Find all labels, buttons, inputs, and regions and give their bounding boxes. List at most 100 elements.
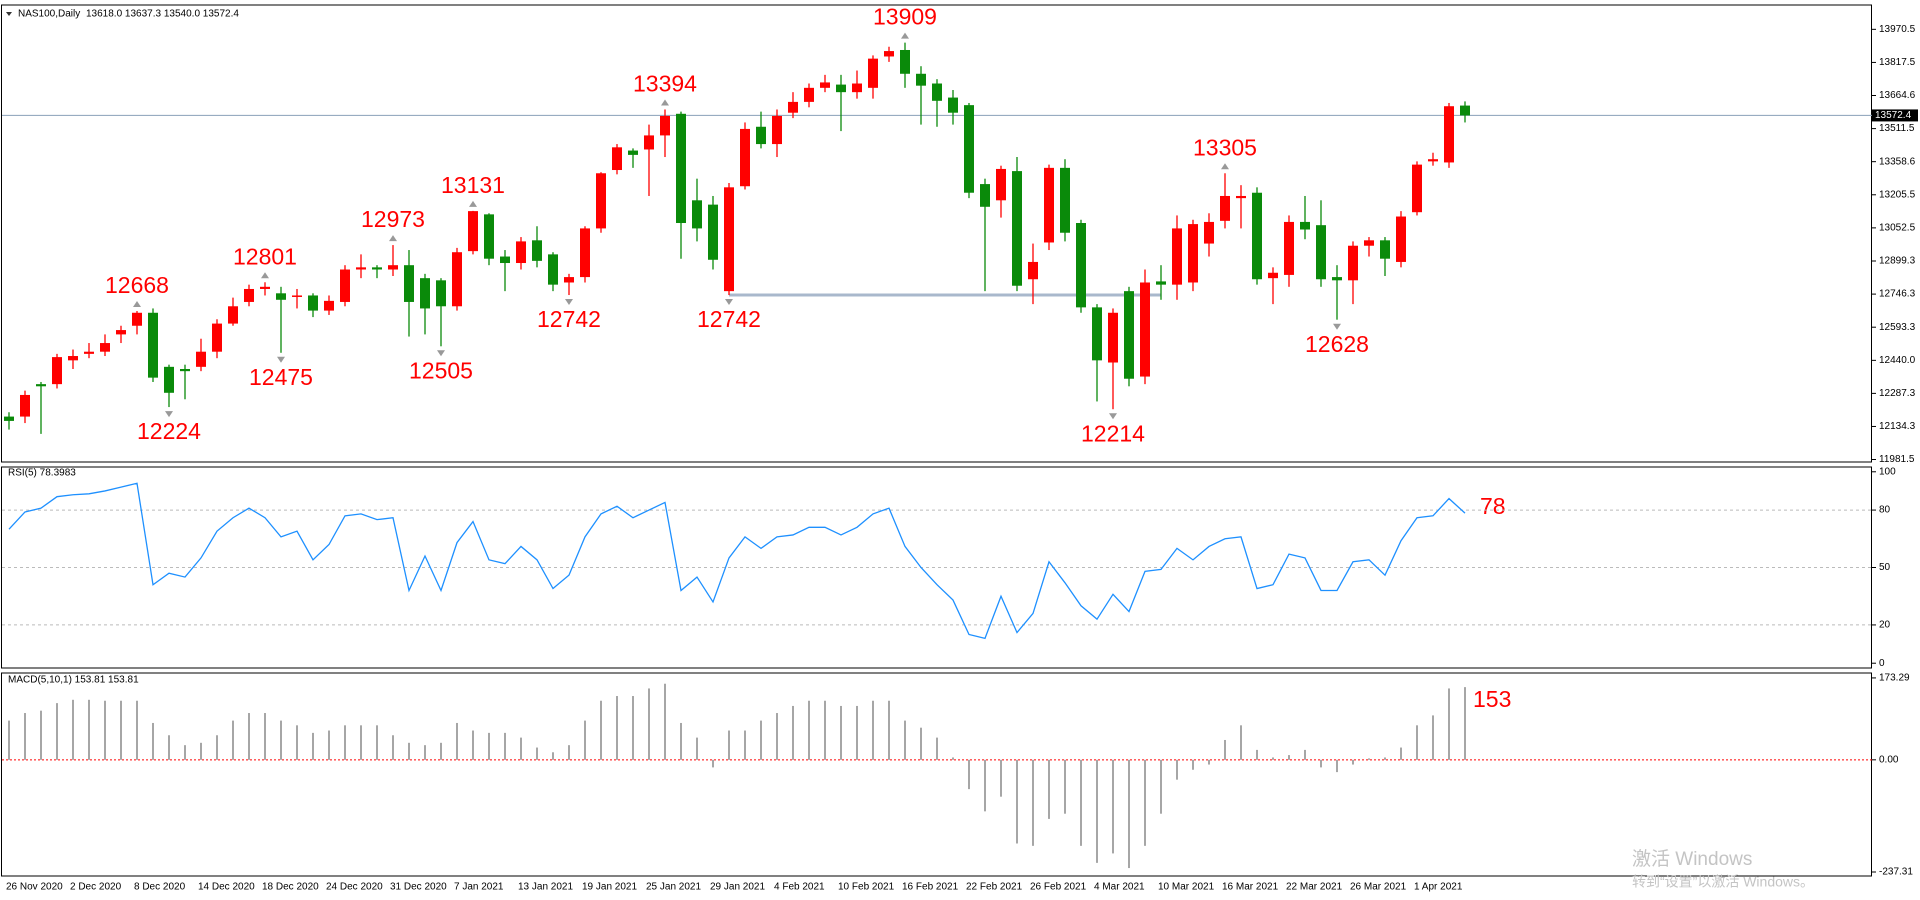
x-tick-label: 26 Feb 2021 <box>1030 882 1087 893</box>
pivot-arrow <box>133 301 141 308</box>
candle-body <box>20 394 30 417</box>
candle-body <box>404 265 414 302</box>
pivot-label: 12628 <box>1305 331 1369 357</box>
x-tick-label: 14 Dec 2020 <box>198 882 255 893</box>
candle-body <box>852 83 862 93</box>
candle-body <box>1028 261 1038 280</box>
pivot-label: 12505 <box>409 357 473 383</box>
candle-body <box>420 278 430 309</box>
x-tick-label: 22 Mar 2021 <box>1286 882 1343 893</box>
pivot-label: 12475 <box>249 364 313 390</box>
pivot-arrow <box>661 99 669 106</box>
y-tick-label: 13970.5 <box>1879 24 1916 35</box>
x-tick-label: 22 Feb 2021 <box>966 882 1023 893</box>
candle-body <box>468 211 478 252</box>
rsi-annotation: 78 <box>1480 493 1506 519</box>
candle-body <box>772 115 782 145</box>
x-tick-label: 25 Jan 2021 <box>646 882 701 893</box>
candle-body <box>644 135 654 150</box>
candle-body <box>532 240 542 261</box>
candle-body <box>4 416 14 421</box>
candle-body <box>516 241 526 264</box>
candle-body <box>84 351 94 354</box>
candle-body <box>580 228 590 278</box>
candle-body <box>1140 282 1150 377</box>
y-tick-label: 50 <box>1879 562 1891 573</box>
candle-body <box>932 83 942 101</box>
y-tick-label: 13052.5 <box>1879 223 1916 234</box>
candle-body <box>820 82 830 88</box>
candle-body <box>484 214 494 259</box>
pivot-label: 12668 <box>105 272 169 298</box>
candle-body <box>900 49 910 74</box>
candle-body <box>1204 221 1214 244</box>
pivot-arrow <box>1109 413 1117 420</box>
x-tick-label: 18 Dec 2020 <box>262 882 319 893</box>
y-tick-label: 0.00 <box>1879 754 1899 765</box>
y-tick-label: 12593.3 <box>1879 322 1916 333</box>
pivot-arrow <box>1333 323 1341 330</box>
main-panel <box>1 4 1872 463</box>
y-tick-label: 13358.6 <box>1879 156 1916 167</box>
pivot-label: 12742 <box>537 306 601 332</box>
price-label: 13572.4 <box>1875 110 1912 121</box>
candle-body <box>548 254 558 285</box>
x-tick-label: 2 Dec 2020 <box>70 882 122 893</box>
pivot-arrow <box>469 200 477 207</box>
candle-body <box>1124 291 1134 379</box>
candle-body <box>884 51 894 57</box>
candle-body <box>100 343 110 352</box>
candle-body <box>116 330 126 335</box>
price-box <box>1872 109 1918 122</box>
pivot-arrow <box>725 299 733 306</box>
macd-panel <box>1 672 1872 877</box>
y-tick-label: 100 <box>1879 466 1896 477</box>
pivot-arrow <box>1221 163 1229 170</box>
pivot-arrow <box>389 235 397 242</box>
candle-body <box>1012 171 1022 286</box>
pivot-label: 13394 <box>633 71 697 97</box>
x-tick-label: 1 Apr 2021 <box>1414 882 1463 893</box>
rsi-panel <box>1 466 1872 669</box>
candle-body <box>68 356 78 361</box>
candle-body <box>996 168 1006 201</box>
candle-body <box>36 384 46 387</box>
candle-body <box>276 293 286 300</box>
candle-body <box>1092 307 1102 361</box>
candle-body <box>196 351 206 367</box>
x-tick-label: 24 Dec 2020 <box>326 882 383 893</box>
candle-body <box>980 184 990 207</box>
candle-body <box>692 200 702 229</box>
candle-body <box>132 312 142 326</box>
candle-body <box>452 252 462 307</box>
x-tick-label: 16 Feb 2021 <box>902 882 959 893</box>
candle-body <box>388 265 398 270</box>
x-tick-label: 10 Mar 2021 <box>1158 882 1215 893</box>
chart-title: NAS100,Daily <box>18 9 80 20</box>
y-tick-label: 12746.3 <box>1879 289 1916 300</box>
x-tick-label: 31 Dec 2020 <box>390 882 447 893</box>
candle-body <box>756 126 766 145</box>
candle-body <box>436 280 446 307</box>
candle-body <box>1108 312 1118 363</box>
candle-body <box>676 113 686 224</box>
x-tick-label: 26 Mar 2021 <box>1350 882 1407 893</box>
candle-body <box>1172 228 1182 285</box>
y-tick-label: 13511.5 <box>1879 123 1915 134</box>
candle-body <box>1044 167 1054 243</box>
candle-body <box>1380 240 1390 259</box>
candle-body <box>708 204 718 260</box>
x-tick-label: 26 Nov 2020 <box>6 882 63 893</box>
rsi-line <box>8 482 1466 640</box>
candle-body <box>1396 216 1406 262</box>
candle-body <box>1284 221 1294 275</box>
candle-body <box>564 277 574 283</box>
y-tick-label: 173.29 <box>1879 673 1910 684</box>
candle-body <box>948 97 958 113</box>
pivot-label: 12973 <box>361 206 425 232</box>
x-tick-label: 16 Mar 2021 <box>1222 882 1279 893</box>
candle-body <box>308 295 318 311</box>
watermark-title: 激活 Windows <box>1632 848 1752 870</box>
x-tick-label: 8 Dec 2020 <box>134 882 186 893</box>
